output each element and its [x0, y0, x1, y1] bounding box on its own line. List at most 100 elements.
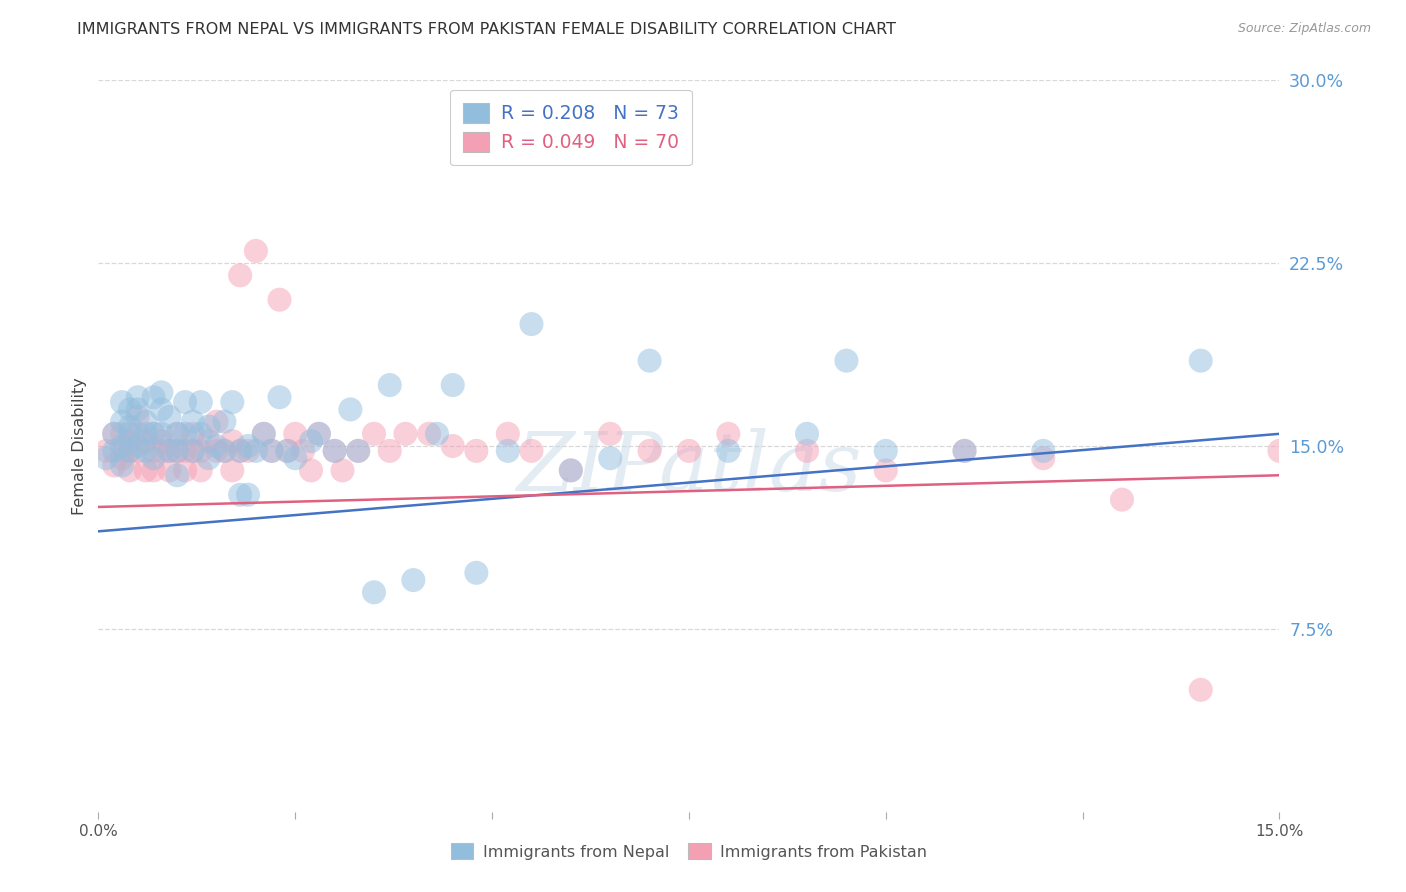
Point — [875, 463, 897, 477]
Point — [205, 443, 228, 458]
Point — [221, 463, 243, 477]
Point — [520, 443, 543, 458]
Point — [127, 402, 149, 417]
Point — [835, 353, 858, 368]
Point — [181, 426, 204, 441]
Point — [127, 439, 149, 453]
Point — [363, 426, 385, 441]
Point — [197, 419, 219, 434]
Point — [260, 443, 283, 458]
Point — [118, 434, 141, 449]
Point — [599, 451, 621, 466]
Point — [127, 443, 149, 458]
Point — [135, 463, 157, 477]
Point — [190, 395, 212, 409]
Point — [299, 463, 322, 477]
Point — [96, 451, 118, 466]
Point — [103, 458, 125, 473]
Point — [441, 439, 464, 453]
Point — [253, 426, 276, 441]
Point — [174, 395, 197, 409]
Point — [520, 317, 543, 331]
Point — [118, 443, 141, 458]
Point — [560, 463, 582, 477]
Point — [465, 443, 488, 458]
Point — [339, 402, 361, 417]
Point — [796, 426, 818, 441]
Point — [269, 390, 291, 404]
Point — [166, 426, 188, 441]
Point — [1189, 682, 1212, 697]
Text: ZIPatlas: ZIPatlas — [516, 428, 862, 508]
Point — [127, 426, 149, 441]
Point — [118, 443, 141, 458]
Point — [953, 443, 976, 458]
Point — [157, 443, 180, 458]
Point — [135, 415, 157, 429]
Point — [103, 443, 125, 458]
Point — [678, 443, 700, 458]
Point — [166, 468, 188, 483]
Point — [1111, 492, 1133, 507]
Text: IMMIGRANTS FROM NEPAL VS IMMIGRANTS FROM PAKISTAN FEMALE DISABILITY CORRELATION : IMMIGRANTS FROM NEPAL VS IMMIGRANTS FROM… — [77, 22, 897, 37]
Point — [205, 439, 228, 453]
Point — [135, 443, 157, 458]
Point — [118, 419, 141, 434]
Point — [418, 426, 440, 441]
Point — [599, 426, 621, 441]
Point — [1032, 451, 1054, 466]
Point — [260, 443, 283, 458]
Point — [276, 443, 298, 458]
Point — [638, 353, 661, 368]
Point — [394, 426, 416, 441]
Legend: Immigrants from Nepal, Immigrants from Pakistan: Immigrants from Nepal, Immigrants from P… — [444, 837, 934, 866]
Point — [111, 426, 134, 441]
Point — [174, 443, 197, 458]
Point — [96, 443, 118, 458]
Point — [276, 443, 298, 458]
Point — [142, 426, 165, 441]
Point — [214, 443, 236, 458]
Point — [229, 443, 252, 458]
Point — [150, 426, 173, 441]
Point — [221, 434, 243, 449]
Point — [190, 443, 212, 458]
Point — [181, 443, 204, 458]
Point — [1189, 353, 1212, 368]
Point — [245, 244, 267, 258]
Point — [378, 378, 401, 392]
Point — [127, 409, 149, 424]
Point — [245, 443, 267, 458]
Point — [441, 378, 464, 392]
Point — [150, 402, 173, 417]
Point — [229, 268, 252, 283]
Point — [118, 426, 141, 441]
Point — [135, 434, 157, 449]
Point — [190, 463, 212, 477]
Point — [181, 415, 204, 429]
Point — [560, 463, 582, 477]
Point — [308, 426, 330, 441]
Point — [142, 443, 165, 458]
Point — [157, 463, 180, 477]
Point — [1268, 443, 1291, 458]
Point — [292, 443, 315, 458]
Point — [796, 443, 818, 458]
Point — [953, 443, 976, 458]
Point — [214, 443, 236, 458]
Point — [465, 566, 488, 580]
Point — [127, 390, 149, 404]
Point — [157, 409, 180, 424]
Point — [496, 443, 519, 458]
Point — [229, 443, 252, 458]
Point — [111, 443, 134, 458]
Point — [142, 451, 165, 466]
Point — [269, 293, 291, 307]
Point — [221, 395, 243, 409]
Point — [299, 434, 322, 449]
Point — [111, 451, 134, 466]
Point — [426, 426, 449, 441]
Point — [236, 443, 259, 458]
Point — [174, 463, 197, 477]
Y-axis label: Female Disability: Female Disability — [72, 377, 87, 515]
